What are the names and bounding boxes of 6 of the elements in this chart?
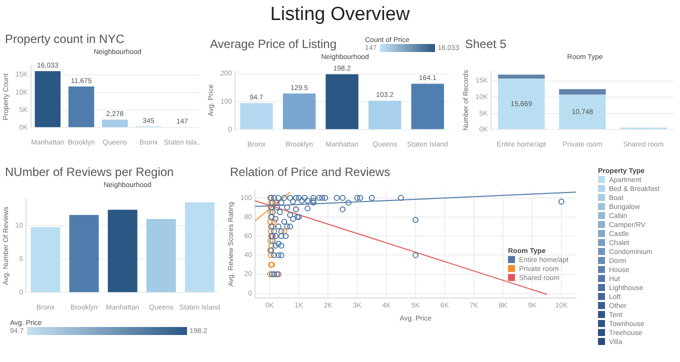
text: Listing Overview xyxy=(269,4,411,26)
chart-title: NUmber of Reviews per Region xyxy=(5,165,174,179)
chart-title: Average Price of Listing xyxy=(210,37,337,51)
chart-title: Sheet 5 xyxy=(465,37,506,51)
chart-title: Property count in NYC xyxy=(5,32,124,46)
chart-title: Relation of Price and Reviews xyxy=(230,165,390,179)
